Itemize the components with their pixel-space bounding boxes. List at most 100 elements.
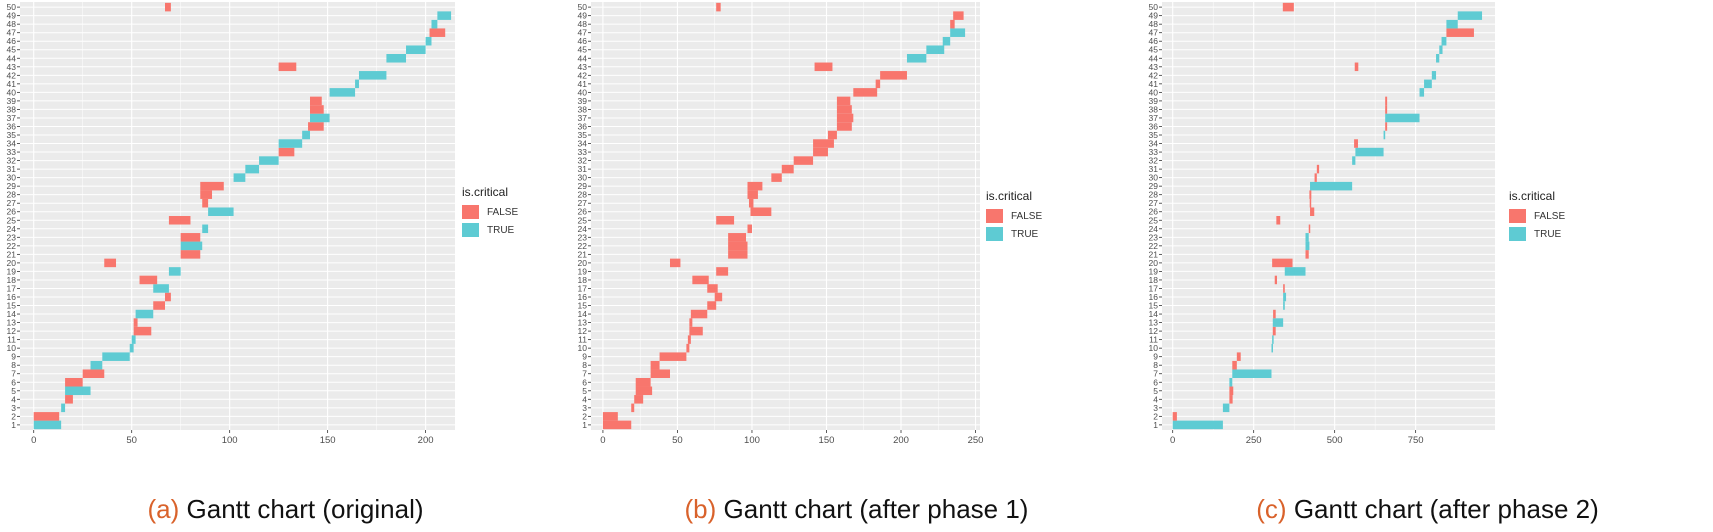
gantt-bar-task-40 [329,88,356,97]
gantt-bar-task-42 [358,71,387,80]
x-tick-label: 500 [1327,435,1343,446]
gantt-bar-task-20 [1272,258,1293,268]
gantt-bar-task-22 [728,241,748,251]
legend-title: is.critical [1509,189,1556,203]
y-tick-label: 33 [7,147,17,157]
gantt-bar-task-37 [310,113,330,123]
y-tick-label: 27 [578,198,588,208]
gantt-bar-task-48 [431,19,438,29]
gantt-bar-task-6 [635,377,651,387]
y-tick-label: 47 [578,28,588,38]
y-tick-label: 13 [578,318,588,328]
y-tick-label: 14 [1149,309,1159,319]
gantt-bar-task-9 [1236,352,1241,361]
caption-a: (a) Gantt chart (original) [0,494,571,525]
gantt-bar-task-17 [1283,284,1285,293]
y-tick-label: 44 [1149,53,1159,63]
y-tick-label: 39 [578,96,588,106]
y-tick-label: 50 [1149,2,1159,12]
x-tick-label: 150 [320,435,336,446]
y-tick-label: 9 [1153,352,1158,362]
y-tick-label: 16 [7,292,17,302]
y-tick-label: 6 [11,377,16,387]
gantt-bar-task-41 [875,79,881,89]
gantt-bar-task-26 [750,207,772,216]
gantt-bar-task-23 [1305,233,1309,242]
grid-lines [1162,2,1495,430]
y-tick-label: 38 [7,104,17,114]
gantt-bar-task-32 [793,156,814,165]
y-tick-label: 23 [578,232,588,242]
x-axis: 0 50 100 150 200 [31,430,434,446]
y-tick-label: 50 [578,2,588,12]
gantt-bar-task-6 [1229,377,1233,387]
y-tick-label: 49 [7,11,17,21]
gantt-bar-task-24 [1308,224,1311,234]
y-tick-label: 3 [582,403,587,413]
gantt-bar-task-31 [781,164,794,174]
legend-entry-true: TRUE [986,227,1042,241]
gantt-bar-task-18 [692,275,709,285]
gantt-bar-task-8 [650,360,660,370]
y-tick-label: 25 [7,215,17,225]
y-tick-label: 20 [1149,258,1159,268]
gantt-bar-task-3 [61,403,66,413]
gantt-bar-task-36 [308,122,324,131]
y-tick-label: 9 [582,352,587,362]
y-tick-label: 38 [1149,104,1159,114]
y-tick-label: 14 [7,309,17,319]
gantt-bar-task-4 [1229,395,1233,404]
y-tick-label: 22 [1149,241,1159,251]
gantt-bar-task-14 [1273,309,1276,319]
y-tick-label: 28 [7,190,17,200]
y-tick-label: 13 [1149,318,1159,328]
gantt-bar-task-27 [748,198,754,208]
gantt-bar-task-21 [180,250,201,259]
y-tick-label: 25 [578,215,588,225]
y-tick-label: 40 [7,87,17,97]
gantt-bar-task-22 [180,241,203,251]
y-tick-label: 44 [578,53,588,63]
y-tick-label: 8 [11,360,16,370]
gantt-bar-task-47 [429,28,446,37]
gantt-bar-task-38 [310,105,324,114]
gantt-bar-task-31 [245,164,260,174]
gantt-bar-task-34 [813,139,834,148]
y-tick-label: 11 [578,335,587,345]
y-tick-label: 10 [1149,343,1159,353]
y-tick-label: 13 [7,318,17,328]
gantt-bar-task-11 [687,335,691,344]
legend-title: is.critical [986,189,1033,203]
y-tick-label: 22 [7,241,17,251]
gantt-bar-task-7 [1232,369,1272,378]
x-tick-label: 100 [222,435,238,446]
gantt-bar-task-14 [135,309,154,319]
gantt-bar-task-47 [950,28,966,37]
gantt-bar-task-12 [1272,326,1276,336]
gantt-bar-task-19 [1284,267,1306,276]
gantt-bar-task-18 [139,275,158,285]
gantt-bar-task-46 [1441,36,1447,46]
y-tick-label: 43 [578,62,588,72]
caption-text: Gantt chart (original) [186,494,424,524]
gantt-bar-task-41 [1424,79,1432,89]
gantt-bar-task-33 [813,147,828,157]
gantt-bar-task-17 [153,284,169,293]
y-tick-label: 42 [578,70,588,80]
legend-title: is.critical [462,185,509,199]
y-tick-label: 7 [582,369,587,379]
legend-swatch-false [986,209,1003,223]
gantt-bar-task-16 [714,292,723,302]
gantt-bar-task-32 [1352,156,1356,165]
gantt-bar-task-34 [278,139,303,148]
gantt-bar-task-1 [33,420,62,430]
y-tick-label: 39 [1149,96,1159,106]
y-tick-label: 45 [578,45,588,55]
y-tick-label: 48 [1149,19,1159,29]
gantt-bar-task-49 [437,11,452,20]
y-tick-label: 18 [7,275,17,285]
y-tick-label: 19 [1149,266,1159,276]
y-tick-label: 31 [7,164,17,174]
y-tick-label: 31 [578,164,588,174]
gantt-bar-task-49 [1457,11,1483,20]
